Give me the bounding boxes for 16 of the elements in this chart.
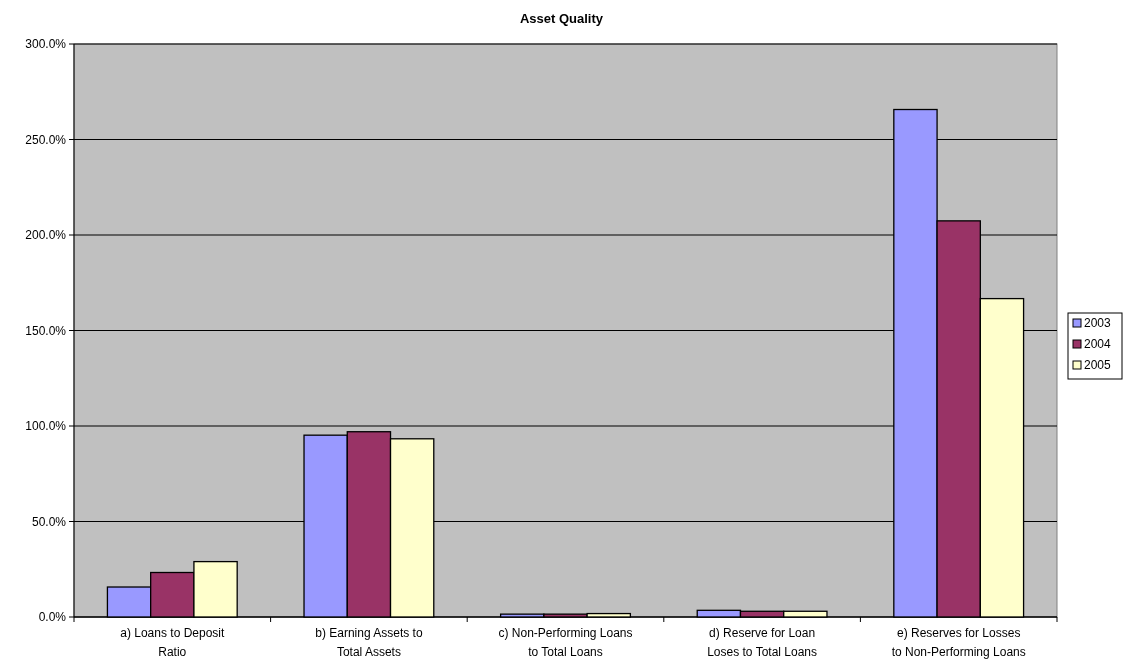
y-tick-label: 50.0%	[31, 514, 67, 529]
chart-title: Asset Quality	[519, 11, 604, 26]
y-tick-label: 200.0%	[25, 228, 67, 243]
y-tick-label: 150.0%	[25, 323, 67, 338]
legend-label: 2004	[1084, 337, 1112, 352]
x-tick-label: b) Earning Assets to Total Assets	[315, 626, 423, 659]
y-tick-label: 0.0%	[38, 610, 67, 625]
y-tick-label: 100.0%	[25, 419, 67, 434]
y-tick-label: 300.0%	[25, 37, 67, 52]
y-tick-label: 250.0%	[25, 132, 67, 147]
legend-label: 2005	[1084, 358, 1112, 373]
x-tick-label: e) Reserves for Losses to Non-Performing Loans	[891, 626, 1026, 659]
x-tick-label: c) Non-Performing Loans to Total Loans	[498, 626, 633, 659]
x-tick-label: d) Reserve for Loan Loses to Total Loans	[707, 626, 818, 659]
x-tick-label: a) Loans to Deposit Ratio	[120, 626, 225, 659]
legend-label: 2003	[1084, 316, 1112, 331]
